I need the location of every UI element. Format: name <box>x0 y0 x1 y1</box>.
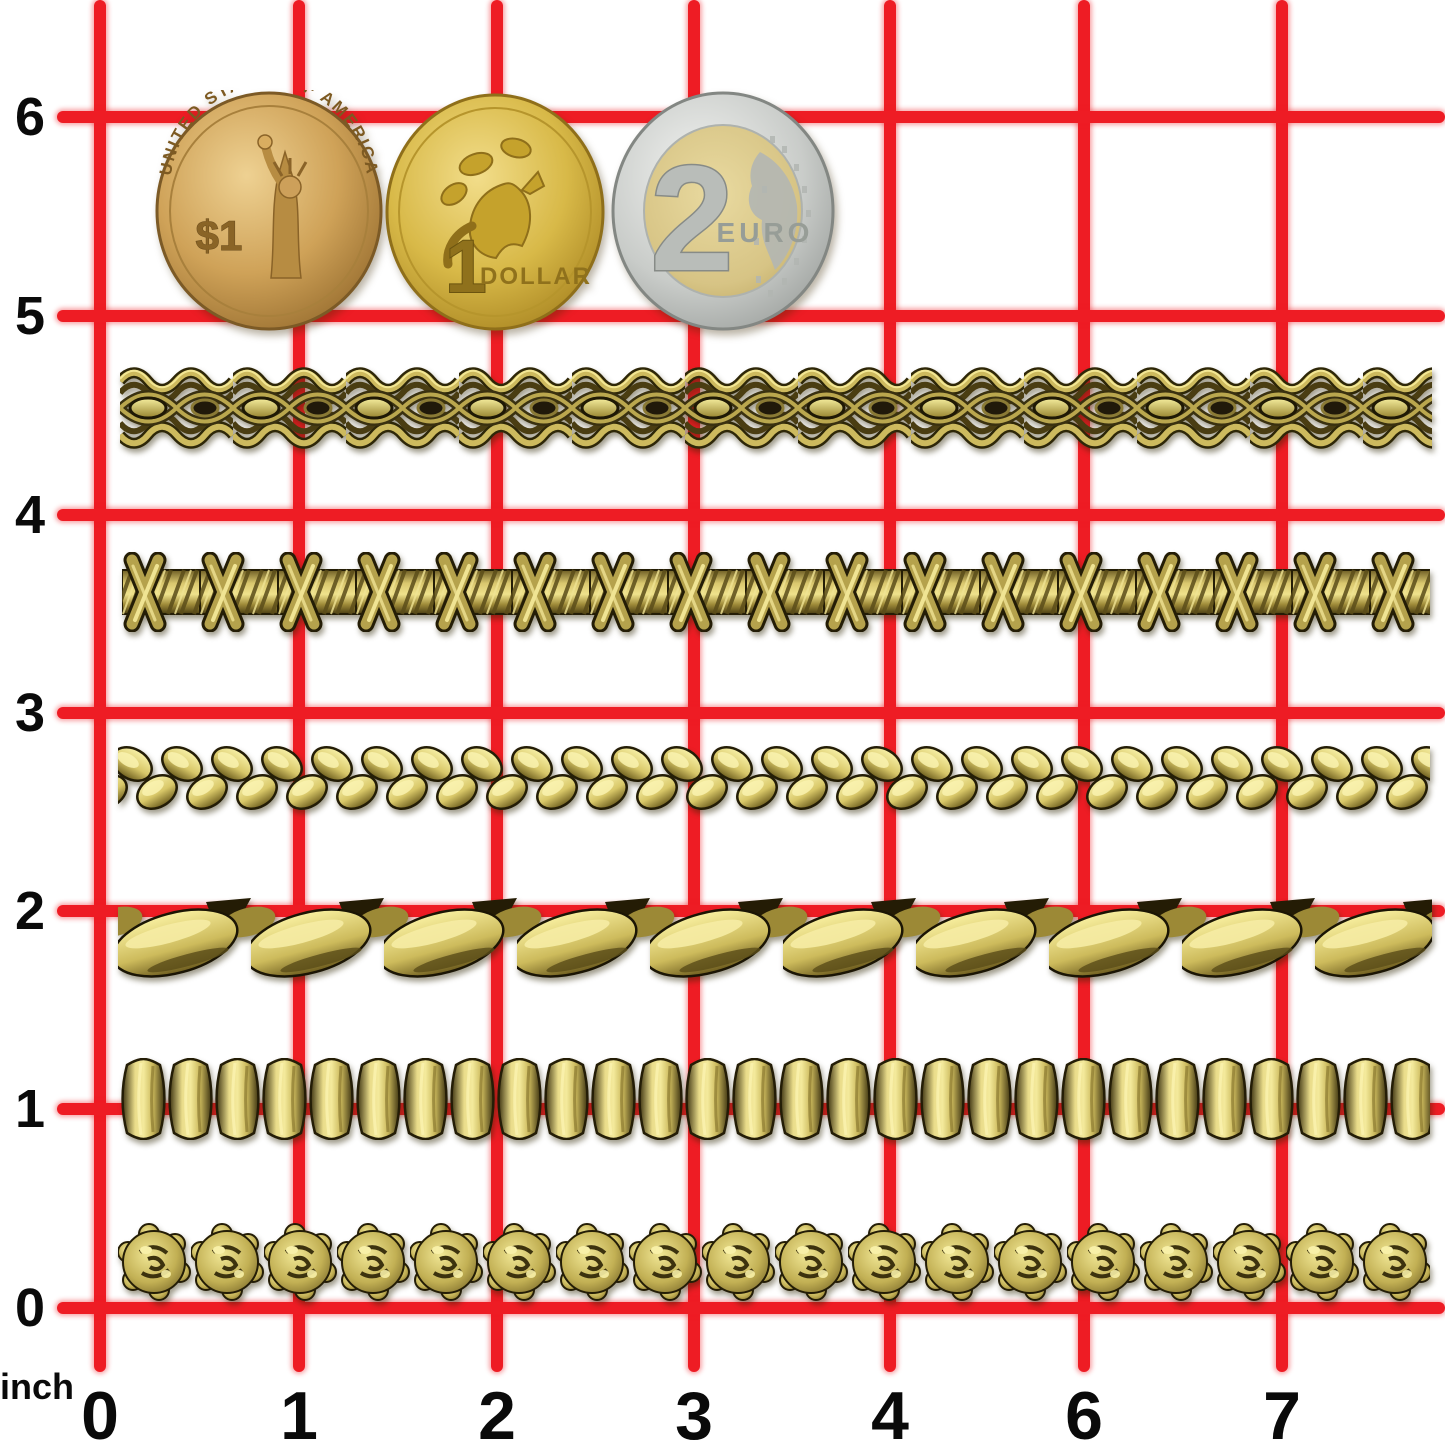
y-axis-label: 0 <box>14 1278 46 1338</box>
x-axis-label: 1 <box>280 1378 318 1448</box>
grid-line-horizontal <box>57 1302 1445 1314</box>
grid-line-horizontal <box>57 707 1445 719</box>
x-axis-label: 0 <box>81 1378 119 1448</box>
x-axis-label: 6 <box>1065 1378 1103 1448</box>
trim-rosette-bead <box>118 1222 1430 1302</box>
coin-denomination-text: EURO <box>717 217 814 248</box>
europe-map-graphic <box>748 136 811 297</box>
y-axis-label: 6 <box>14 87 46 147</box>
grid-line-horizontal <box>57 509 1445 521</box>
grid-line-vertical <box>1078 0 1090 1372</box>
coin-australian-dollar: 1 DOLLAR <box>385 93 605 331</box>
trim-ribbed-scallop <box>120 1058 1430 1140</box>
trim-smooth-twist <box>118 896 1432 982</box>
y-axis-label: 2 <box>14 881 46 941</box>
y-axis-label: 3 <box>14 683 46 743</box>
grid-line-vertical <box>1276 0 1288 1372</box>
kangaroos-graphic <box>440 137 546 269</box>
coin-face <box>155 91 383 331</box>
unit-label: inch <box>0 1366 75 1407</box>
y-axis-label: 5 <box>14 286 46 346</box>
grid-line-vertical <box>688 0 700 1372</box>
grid-line-vertical <box>884 0 896 1372</box>
x-axis-label: 2 <box>478 1378 516 1448</box>
grid-line-vertical <box>293 0 305 1372</box>
grid-line-vertical <box>94 0 106 1372</box>
statue-of-liberty-graphic <box>257 134 308 279</box>
coin-two-euro: 2 EURO <box>611 91 835 331</box>
coin-value-text: $1 <box>196 212 243 259</box>
trim-flat-braid <box>118 738 1430 818</box>
coin-rim-ring <box>169 105 369 317</box>
coin-value-text: 2 <box>650 134 733 302</box>
trim-wavy-diamond-gimp <box>120 366 1432 450</box>
y-axis-label: 4 <box>14 485 46 545</box>
x-axis-label: 3 <box>675 1378 713 1448</box>
grid-line-vertical <box>491 0 503 1372</box>
x-axis-label: 7 <box>1263 1378 1301 1448</box>
y-axis-label: 1 <box>14 1079 46 1139</box>
coin-us-dollar: UNITED STATES OF AMERICA $1 <box>155 90 383 331</box>
trim-cross-wrapped-rope <box>122 552 1430 632</box>
x-axis-label: 4 <box>871 1378 909 1448</box>
coin-denomination-text: DOLLAR <box>480 263 592 290</box>
coin-value-text: 1 <box>445 225 486 308</box>
coin-rim-ring <box>398 107 592 317</box>
